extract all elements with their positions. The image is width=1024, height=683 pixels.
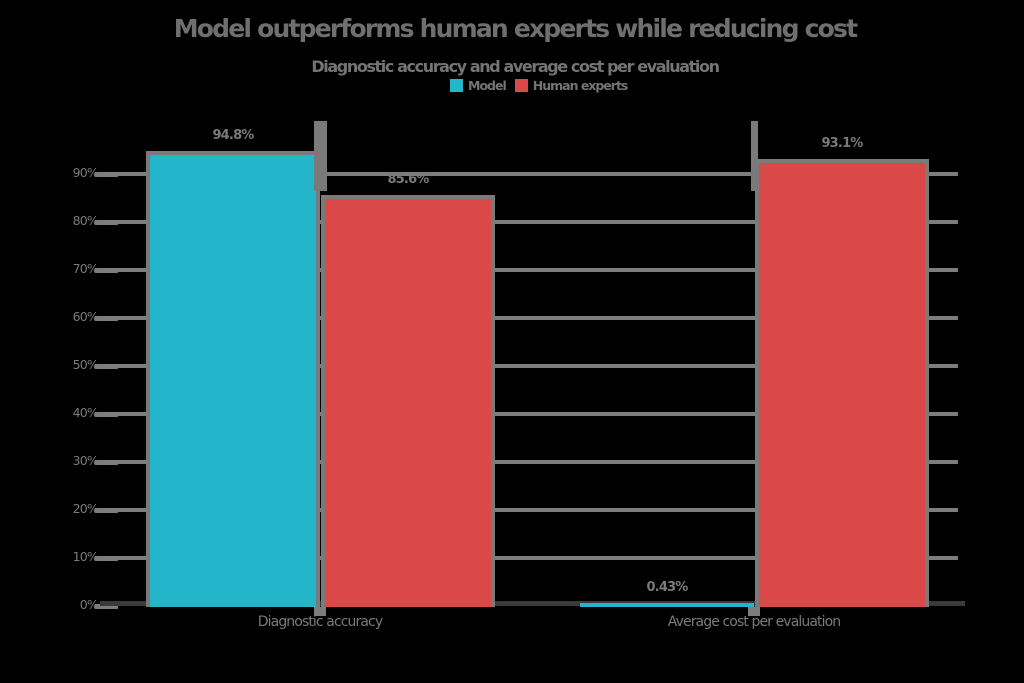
y-tick-label: 90% [72,165,99,180]
y-tick-mark [95,508,118,513]
gridline [100,556,958,560]
y-tick-mark [95,556,118,561]
bar-value-label: 0.43% [646,580,688,595]
bar-human-cost [755,159,929,607]
bar-human-accuracy [321,195,495,607]
legend-item-human: Human experts [514,78,629,93]
y-tick-mark [95,604,118,609]
y-tick-label: 0% [79,597,99,612]
gridline [100,172,958,176]
y-tick-label: 10% [72,549,99,564]
bar-value-label: 94.8% [212,127,254,143]
y-tick-mark [95,268,118,273]
y-tick-label: 60% [72,309,99,324]
y-tick-mark [95,316,118,321]
bar-value-label: 85.6% [387,172,429,188]
x-tick-mark [748,607,760,616]
y-tick-label: 50% [72,357,99,372]
x-tick-label: Average cost per evaluation [667,614,841,630]
gridline [100,268,958,272]
gridline [100,508,958,512]
chart-subtitle: Diagnostic accuracy and average cost per… [311,57,720,76]
gridline [100,364,958,368]
x-tick-label: Diagnostic accuracy [257,614,383,630]
legend-item-model: Model [450,78,507,93]
legend-swatch-red-icon [514,79,528,92]
y-tick-label: 20% [72,501,99,516]
legend: Model Human experts [450,78,629,93]
gridline [100,412,958,416]
y-tick-mark [95,460,118,465]
x-tick-mark [314,607,326,616]
x-axis-line [100,601,965,606]
y-tick-mark [95,172,118,177]
legend-label-model: Model [468,78,507,93]
gridline [100,220,958,224]
y-tick-label: 80% [72,213,99,228]
y-tick-mark [95,220,118,225]
legend-label-human: Human experts [532,78,629,93]
y-tick-mark [95,364,118,369]
y-tick-label: 70% [72,261,99,276]
gridline [100,316,958,320]
bar-value-label: 93.1% [821,136,863,152]
bar-model-accuracy [146,150,320,607]
y-tick-label: 30% [72,453,99,468]
gridline [100,460,958,464]
error-bar [750,121,758,191]
y-tick-label: 40% [72,405,99,420]
y-tick-mark [95,412,118,417]
chart-title: Model outperforms human experts while re… [173,14,858,43]
legend-swatch-cyan-icon [450,79,463,92]
error-bar [313,121,327,191]
bar-model-cost [580,603,754,607]
